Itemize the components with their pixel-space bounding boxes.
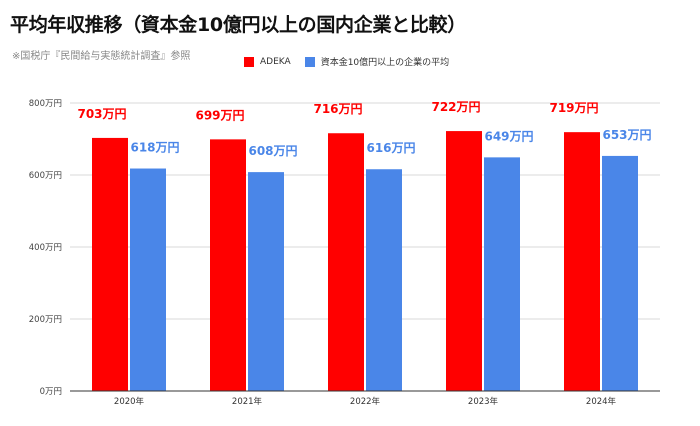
source-note: ※国税庁『民間給与実態統計調査』参照 [12, 51, 191, 62]
legend-item-average: 資本金10億円以上の企業の平均 [304, 55, 450, 68]
bar-adeka [564, 132, 600, 391]
legend-swatch-adeka [244, 56, 254, 67]
chart-title: 平均年収推移（資本金10億円以上の国内企業と比較） [10, 14, 466, 36]
data-label-adeka: 722万円 [431, 100, 480, 114]
y-tick-label: 200万円 [29, 315, 62, 325]
legend-label-average: 資本金10億円以上の企業の平均 [320, 58, 450, 68]
data-label-adeka: 699万円 [195, 108, 244, 122]
data-label-average: 653万円 [602, 128, 651, 142]
y-tick-label: 0万円 [40, 387, 62, 397]
data-label-average: 649万円 [484, 129, 533, 143]
x-tick-label: 2023年 [468, 396, 499, 407]
bar-average [248, 172, 284, 391]
data-label-adeka: 719万円 [549, 101, 598, 115]
x-tick-label: 2020年 [114, 396, 145, 407]
bar-adeka [210, 139, 246, 391]
bar-average [602, 155, 638, 391]
x-tick-label: 2024年 [586, 396, 617, 407]
x-tick-label: 2022年 [350, 396, 381, 407]
bar-adeka [92, 137, 128, 391]
bar-adeka [328, 133, 364, 392]
data-label-average: 616万円 [366, 141, 415, 155]
legend-label-adeka: ADEKA [260, 56, 291, 67]
data-label-average: 618万円 [130, 141, 179, 155]
data-label-adeka: 716万円 [313, 102, 362, 116]
bar-adeka [446, 131, 482, 391]
bar-average [130, 168, 166, 391]
y-tick-label: 600万円 [29, 171, 62, 181]
bar-average [484, 157, 520, 391]
legend: ADEKA 資本金10億円以上の企業の平均 [244, 55, 463, 68]
y-tick-label: 400万円 [29, 243, 62, 253]
y-tick-label: 800万円 [29, 99, 62, 109]
legend-item-adeka: ADEKA [244, 56, 291, 67]
data-label-adeka: 703万円 [77, 107, 126, 121]
data-label-average: 608万円 [248, 144, 297, 158]
legend-swatch-average [304, 56, 315, 67]
x-tick-label: 2021年 [232, 396, 263, 407]
bar-average [366, 169, 402, 391]
